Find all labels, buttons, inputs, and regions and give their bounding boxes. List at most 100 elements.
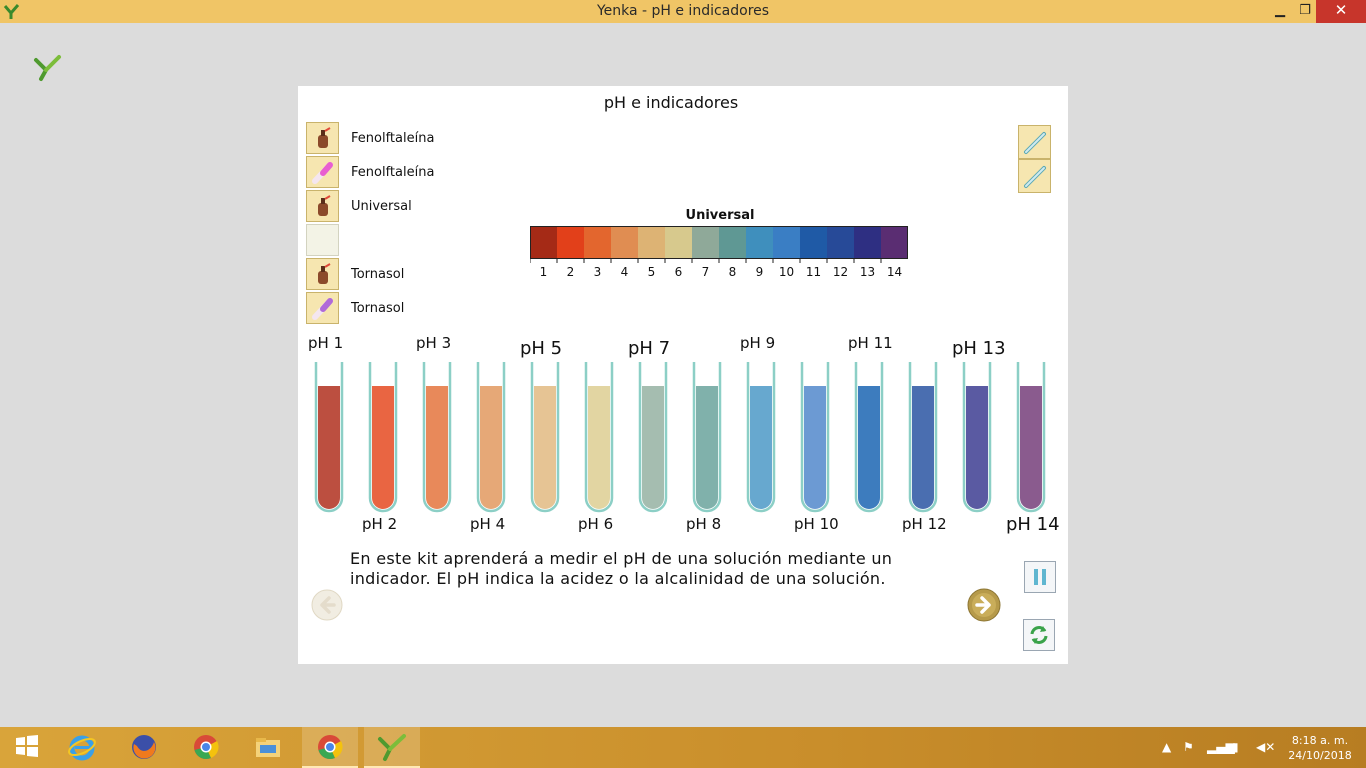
close-button[interactable]: ✕ [1316, 0, 1366, 23]
indicator-label: Tornasol [351, 267, 405, 282]
indicator-button[interactable] [306, 122, 339, 154]
scale-color-cell [530, 226, 557, 259]
ph-label: pH 12 [902, 515, 947, 533]
test-tube[interactable] [692, 360, 724, 514]
ph-label: pH 6 [578, 515, 614, 533]
scale-tick-label: 11 [806, 265, 821, 279]
test-tube[interactable] [584, 360, 616, 514]
taskbar-internet-explorer[interactable] [54, 727, 110, 768]
test-tube[interactable] [368, 360, 400, 514]
yenka-logo-icon[interactable] [33, 53, 63, 83]
test-tube[interactable] [422, 360, 454, 514]
ph-label: pH 3 [416, 334, 452, 352]
indicator-button[interactable] [306, 156, 339, 188]
scale-tick-label: 2 [567, 265, 575, 279]
window-titlebar: Yenka - pH e indicadores ▁ ❐ ✕ [0, 0, 1366, 23]
reload-button[interactable] [1023, 619, 1055, 651]
taskbar-yenka[interactable] [364, 727, 420, 768]
tube-glass [368, 362, 398, 513]
scale-color-cell [827, 226, 854, 259]
tube-liquid [534, 386, 556, 509]
scale-tick-label: 10 [779, 265, 794, 279]
page-title: pH e indicadores [603, 93, 739, 112]
test-tube[interactable] [800, 360, 832, 514]
indicator-slot-empty [306, 224, 339, 256]
ph-label: pH 1 [308, 334, 344, 352]
tube-liquid [642, 386, 664, 509]
scale-tick-label: 1 [540, 265, 548, 279]
simulation-panel: pH e indicadores Fenolftaleína Fenolftale… [298, 86, 1068, 664]
ph-label: pH 8 [686, 515, 722, 533]
chrome-icon [318, 735, 343, 760]
scale-color-cell [584, 226, 611, 259]
tube-glass [476, 362, 506, 513]
ph-label: pH 5 [520, 338, 563, 359]
indicator-label: Fenolftaleína [351, 131, 435, 146]
taskbar-file-explorer[interactable] [240, 727, 296, 768]
firefox-icon [132, 735, 156, 759]
tube-liquid [480, 386, 502, 509]
test-strip-button[interactable] [1018, 159, 1051, 193]
battery-icon[interactable]: ▮ [1232, 740, 1239, 754]
tube-glass [422, 362, 452, 513]
test-tube[interactable] [908, 360, 940, 514]
indicator-button[interactable] [306, 190, 339, 222]
tube-liquid [804, 386, 826, 509]
tube-glass [638, 362, 668, 513]
tube-liquid [318, 386, 340, 509]
chrome-icon [194, 735, 219, 760]
test-tube[interactable] [476, 360, 508, 514]
scale-tick-label: 13 [860, 265, 875, 279]
test-tube[interactable] [962, 360, 994, 514]
tube-liquid [588, 386, 610, 509]
scale-color-cell [719, 226, 746, 259]
ph-label: pH 4 [470, 515, 506, 533]
scale-color-cell [665, 226, 692, 259]
volume-muted-icon[interactable]: ◀✕ [1256, 740, 1276, 754]
ph-label: pH 11 [848, 334, 893, 352]
tube-glass [530, 362, 560, 513]
tube-liquid [912, 386, 934, 509]
scale-color-cell [773, 226, 800, 259]
test-tube[interactable] [530, 360, 562, 514]
test-strip-icon [1024, 132, 1046, 154]
test-strip-button[interactable] [1018, 125, 1051, 159]
dropper-bottle-icon [318, 127, 331, 148]
scale-tick-label: 7 [702, 265, 710, 279]
next-button[interactable] [967, 588, 1001, 622]
scale-tick-label: 4 [621, 265, 629, 279]
taskbar-firefox[interactable] [116, 727, 172, 768]
show-hidden-icons-icon[interactable]: ▲ [1162, 740, 1172, 754]
indicator-button[interactable] [306, 292, 339, 324]
previous-button[interactable] [311, 589, 343, 621]
indicator-button[interactable] [306, 258, 339, 290]
yenka-app-icon [3, 4, 20, 19]
window-title: Yenka - pH e indicadores [596, 3, 770, 19]
tube-glass [962, 362, 992, 513]
tube-glass [584, 362, 614, 513]
system-clock[interactable]: 8:18 a. m. 24/10/2018 [1280, 733, 1360, 763]
test-tube[interactable] [854, 360, 886, 514]
test-tube[interactable] [746, 360, 778, 514]
scale-color-cell [692, 226, 719, 259]
test-tube[interactable] [638, 360, 670, 514]
flag-icon[interactable]: ⚑ [1183, 740, 1194, 754]
scale-color-cell [557, 226, 584, 259]
scale-color-cell [854, 226, 881, 259]
pause-button[interactable] [1024, 561, 1056, 593]
test-tube[interactable] [314, 360, 346, 514]
start-button[interactable] [0, 727, 56, 768]
maximize-button[interactable]: ❐ [1299, 3, 1311, 18]
scale-color-cell [746, 226, 773, 259]
scale-tick-label: 12 [833, 265, 848, 279]
ph-label: pH 2 [362, 515, 398, 533]
internet-explorer-icon [68, 735, 96, 761]
scale-color-cell [638, 226, 665, 259]
taskbar-chrome-active[interactable] [302, 727, 358, 768]
network-signal-icon[interactable]: ▂▄▆ [1207, 740, 1235, 754]
scale-color-cell [881, 226, 908, 259]
minimize-button[interactable]: ▁ [1275, 3, 1285, 18]
taskbar-chrome[interactable] [178, 727, 234, 768]
test-tube[interactable] [1016, 360, 1048, 514]
tube-glass [908, 362, 938, 513]
